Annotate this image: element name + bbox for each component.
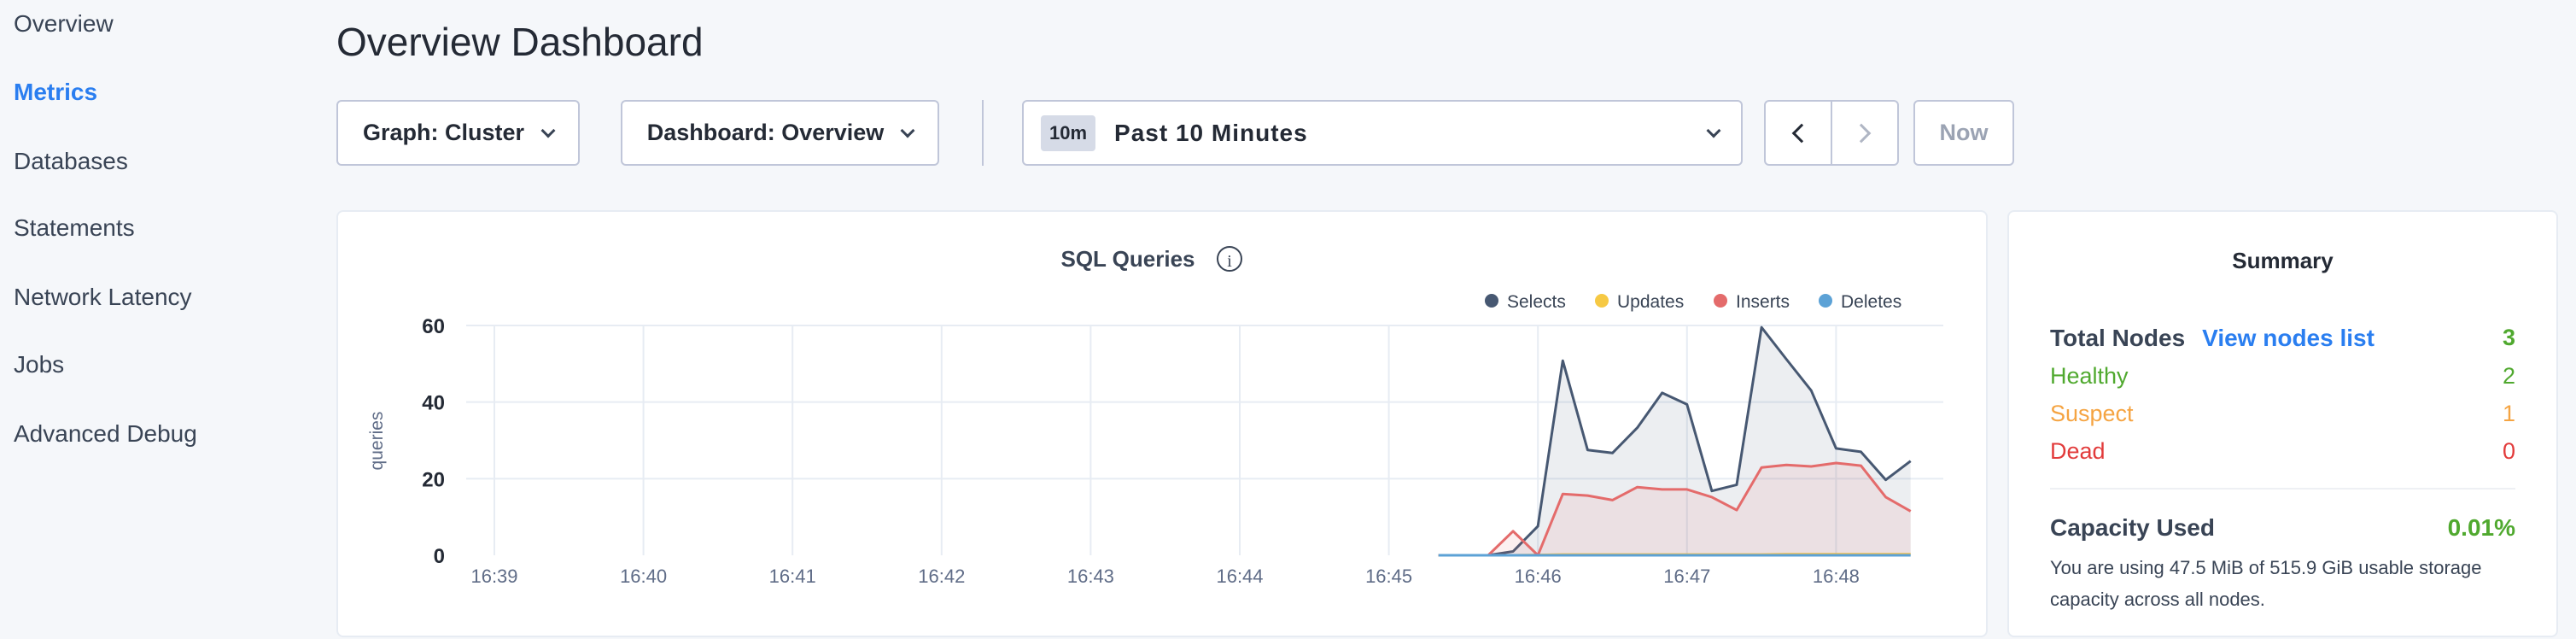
view-nodes-list-link[interactable]: View nodes list [2202, 325, 2374, 351]
chevron-down-icon [1707, 123, 1721, 138]
legend-dot-inserts [1714, 294, 1727, 308]
x-tick-label: 16:40 [620, 566, 667, 587]
legend-label-inserts: Inserts [1736, 292, 1790, 312]
dead-value: 0 [2503, 438, 2515, 465]
legend-dot-deletes [1819, 294, 1832, 308]
now-button[interactable]: Now [1913, 100, 2014, 166]
dead-label: Dead [2050, 438, 2106, 465]
legend-label-updates: Updates [1617, 292, 1684, 312]
x-tick-label: 16:41 [769, 566, 816, 587]
sidebar-item-metrics[interactable]: Metrics [14, 79, 97, 106]
capacity-description: You are using 47.5 MiB of 515.9 GiB usab… [2050, 552, 2482, 615]
y-axis-label: queries [367, 412, 387, 471]
chevron-left-icon [1792, 123, 1812, 143]
y-tick-label: 40 [422, 392, 445, 415]
capacity-text-line: You are using 47.5 MiB of 515.9 GiB usab… [2050, 552, 2482, 583]
page-title: Overview Dashboard [336, 19, 704, 65]
y-tick-label: 60 [422, 315, 445, 338]
legend-dot-selects [1485, 294, 1498, 308]
sidebar-item-jobs[interactable]: Jobs [14, 351, 64, 378]
time-badge: 10m [1041, 115, 1095, 151]
x-tick-label: 16:45 [1365, 566, 1412, 587]
healthy-value: 2 [2503, 363, 2515, 390]
info-icon: i [1227, 252, 1232, 271]
toolbar-divider [982, 100, 984, 166]
sidebar-item-advanced-debug[interactable]: Advanced Debug [14, 420, 197, 448]
chart-title: SQL Queries [1060, 246, 1195, 272]
total-nodes-value: 3 [2503, 325, 2515, 352]
suspect-value: 1 [2503, 401, 2515, 427]
chevron-right-icon [1852, 123, 1872, 143]
graph-label: Graph: Cluster [363, 120, 524, 146]
chevron-down-icon [901, 123, 915, 138]
capacity-used-value: 0.01% [2448, 514, 2515, 542]
x-tick-label: 16:46 [1515, 566, 1562, 587]
x-tick-label: 16:47 [1663, 566, 1710, 587]
total-nodes-label: Total Nodes [2050, 325, 2185, 351]
summary-divider [2050, 488, 2515, 490]
legend-dot-updates [1595, 294, 1609, 308]
y-tick-label: 20 [422, 468, 445, 491]
y-tick-label: 0 [434, 545, 445, 568]
x-tick-label: 16:42 [918, 566, 965, 587]
sidebar-item-network-latency[interactable]: Network Latency [14, 284, 192, 311]
x-tick-label: 16:39 [470, 566, 517, 587]
dashboard-label: Dashboard: Overview [647, 120, 885, 146]
summary-title: Summary [2009, 248, 2556, 274]
suspect-label: Suspect [2050, 401, 2134, 427]
sql-queries-chart: SQL Queries i Selects Updates Inserts Deletes… [338, 212, 1989, 639]
previous-button[interactable] [1764, 100, 1832, 166]
graph-dropdown[interactable]: Graph: Cluster [336, 100, 580, 166]
sidebar-item-statements[interactable]: Statements [14, 214, 135, 242]
legend-label-deletes: Deletes [1841, 292, 1901, 312]
sidebar-item-overview[interactable]: Overview [14, 10, 114, 38]
sidebar-item-databases[interactable]: Databases [14, 148, 128, 175]
chevron-down-icon [541, 123, 556, 138]
next-button[interactable] [1831, 100, 1899, 166]
time-range-dropdown[interactable]: 10m Past 10 Minutes [1022, 100, 1743, 166]
x-tick-label: 16:48 [1813, 566, 1860, 587]
dashboard-dropdown[interactable]: Dashboard: Overview [621, 100, 939, 166]
capacity-used-label: Capacity Used [2050, 514, 2215, 542]
healthy-label: Healthy [2050, 363, 2129, 390]
time-range-label: Past 10 Minutes [1114, 120, 1690, 147]
x-tick-label: 16:43 [1067, 566, 1114, 587]
legend-label-selects: Selects [1507, 292, 1566, 312]
summary-card: Summary Total Nodes View nodes list 3 Hea… [2007, 210, 2558, 637]
capacity-text-line: capacity across all nodes. [2050, 583, 2482, 615]
now-label: Now [1940, 120, 1989, 146]
sql-queries-card: SQL Queries i Selects Updates Inserts Deletes… [336, 210, 1988, 637]
x-tick-label: 16:44 [1216, 566, 1263, 587]
